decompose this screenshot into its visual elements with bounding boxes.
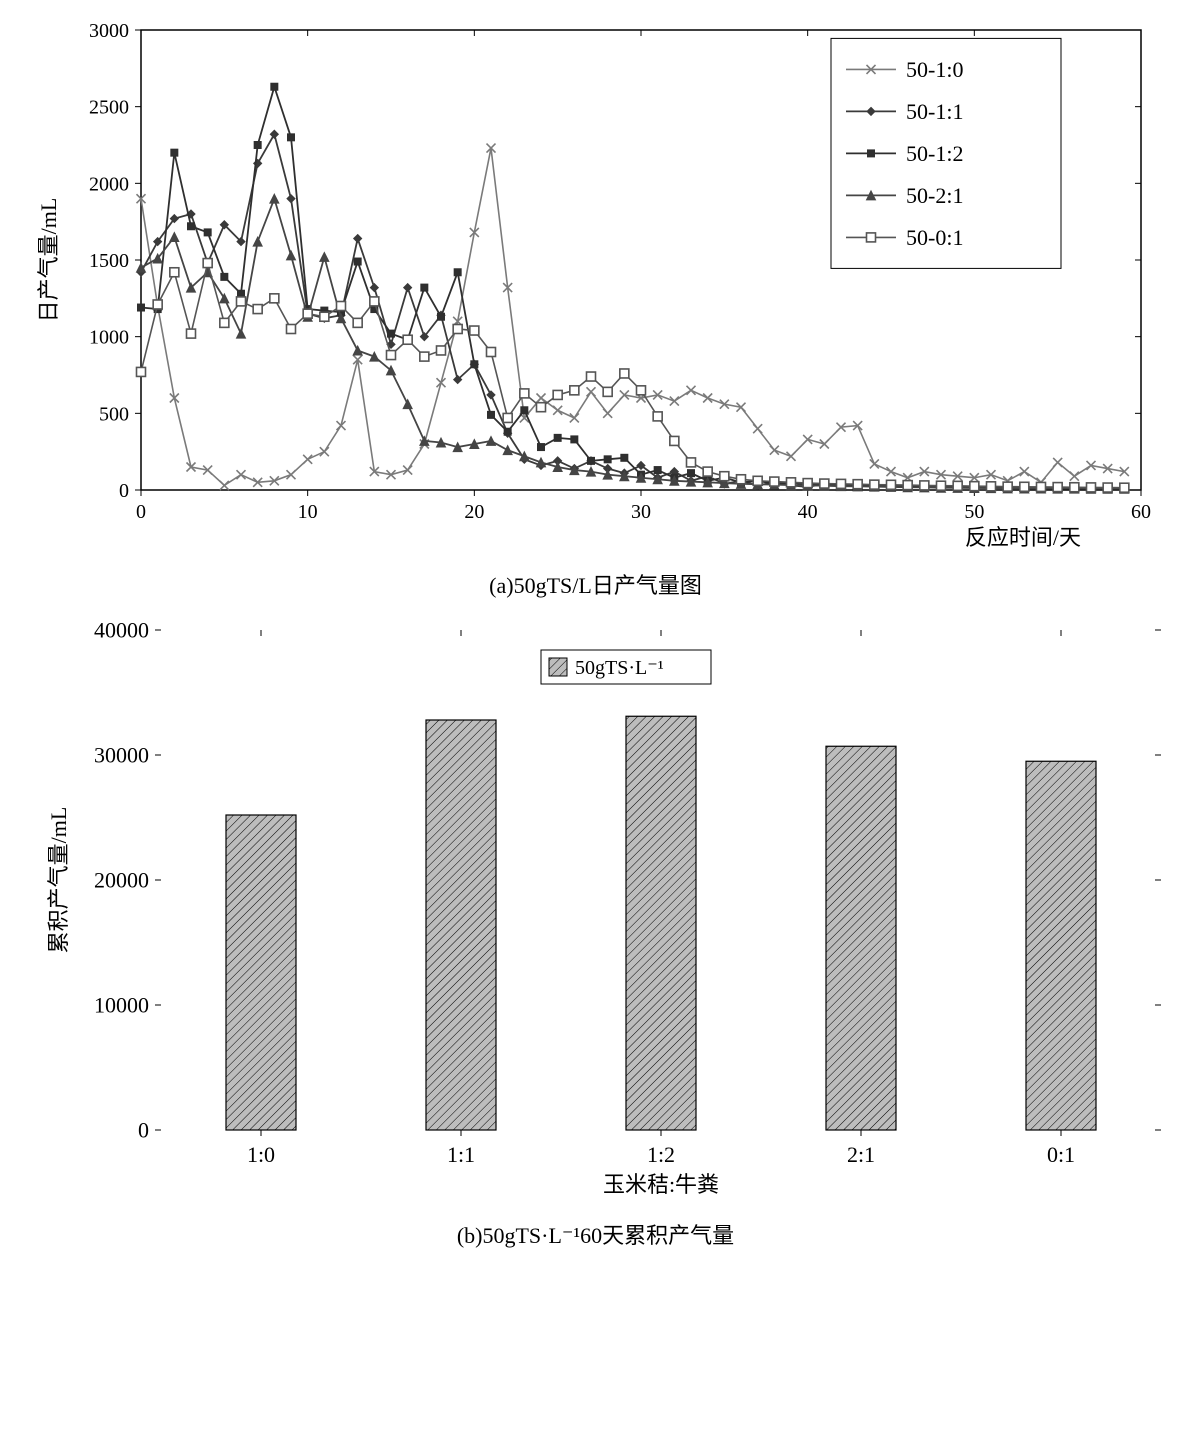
svg-text:30: 30 [631, 501, 651, 523]
category-label: 2:1 [846, 1142, 874, 1167]
legend-label: 50-2:1 [906, 183, 963, 208]
bar-0:1 [1026, 761, 1096, 1130]
category-label: 1:0 [246, 1142, 274, 1167]
svg-text:反应时间/天: 反应时间/天 [964, 525, 1080, 550]
svg-text:60: 60 [1131, 501, 1151, 523]
caption-a: (a)50gTS/L日产气量图 [21, 568, 1171, 600]
svg-text:1500: 1500 [89, 250, 129, 272]
caption-b: (b)50gTS·L⁻¹60天累积产气量 [21, 1218, 1171, 1250]
y-axis-label: 累积产气量/mL [46, 807, 71, 954]
svg-text:0: 0 [119, 480, 129, 502]
svg-text:40000: 40000 [94, 620, 149, 643]
cumulative-gas-bar-chart: 0 10000 20000 30000 40000 1:0 1:1 1:2 2:1 0:1 玉米秸:… [21, 620, 1171, 1210]
legend-label: 50-1:0 [906, 57, 963, 82]
svg-text:0: 0 [136, 501, 146, 523]
svg-text:1000: 1000 [89, 327, 129, 349]
category-label: 0:1 [1046, 1142, 1074, 1167]
bar-1:1 [426, 720, 496, 1130]
svg-text:3000: 3000 [89, 20, 129, 42]
bar-1:2 [626, 716, 696, 1130]
svg-text:20000: 20000 [94, 868, 149, 893]
svg-text:2000: 2000 [89, 173, 129, 195]
svg-text:0: 0 [138, 1118, 149, 1143]
svg-text:10: 10 [297, 501, 317, 523]
x-axis-label: 玉米秸:牛粪 [602, 1172, 718, 1197]
legend-label: 50gTS·L⁻¹ [575, 657, 664, 679]
bar-2:1 [826, 746, 896, 1130]
svg-text:日产气量/mL: 日产气量/mL [36, 198, 61, 323]
svg-text:50: 50 [964, 501, 984, 523]
legend-label: 50-1:1 [906, 99, 963, 124]
svg-text:20: 20 [464, 501, 484, 523]
svg-text:500: 500 [99, 403, 129, 425]
legend-label: 50-0:1 [906, 225, 963, 250]
bar-1:0 [226, 815, 296, 1130]
svg-text:30000: 30000 [94, 743, 149, 768]
daily-gas-line-chart: 0 10 20 30 40 50 60 0 500 1000 1500 2000 2500 3000 反应时… [21, 20, 1171, 560]
category-label: 1:2 [646, 1142, 674, 1167]
category-label: 1:1 [446, 1142, 474, 1167]
svg-text:10000: 10000 [94, 993, 149, 1018]
legend-label: 50-1:2 [906, 141, 963, 166]
svg-text:40: 40 [797, 501, 817, 523]
svg-text:2500: 2500 [89, 97, 129, 119]
